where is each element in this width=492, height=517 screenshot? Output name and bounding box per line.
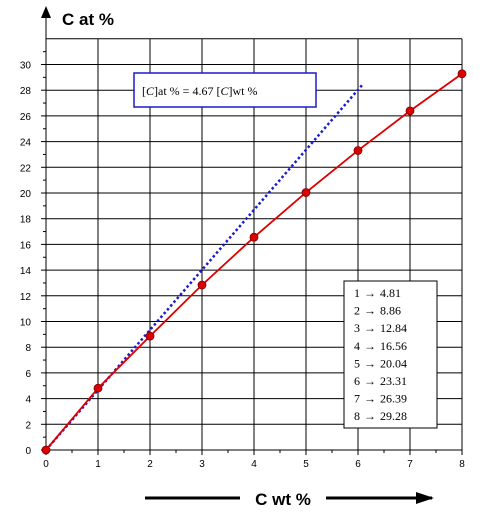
table-cell-val: 20.04	[380, 356, 407, 370]
y-tick-label: 30	[20, 61, 32, 72]
table-row: 7 → 26.39	[354, 392, 407, 406]
table-cell-n: 1	[354, 286, 360, 300]
table-row: 4 → 16.56	[354, 339, 407, 353]
x-tick-label: 8	[459, 459, 465, 470]
table-cell-arrow: →	[364, 304, 376, 318]
data-point	[249, 232, 259, 242]
formula-text: [C]at % = 4.67 [C]wt %	[142, 84, 257, 98]
table-cell-n: 5	[354, 356, 360, 370]
table-cell-arrow: →	[364, 356, 376, 370]
y-tick-label: 0	[25, 446, 31, 457]
table-cell-arrow: →	[364, 409, 376, 423]
table-cell-val: 8.86	[380, 304, 401, 318]
data-point	[405, 106, 415, 116]
y-tick-label: 22	[20, 163, 32, 174]
y-tick-label: 14	[20, 266, 32, 277]
y-tick-label: 4	[25, 395, 31, 406]
y-tick-label: 6	[25, 369, 31, 380]
data-point	[353, 146, 363, 155]
data-point	[301, 188, 311, 197]
table-cell-n: 2	[354, 304, 360, 318]
y-axis-arrow-icon	[41, 6, 51, 18]
table-cell-val: 23.31	[380, 374, 407, 388]
formula-box	[133, 72, 317, 108]
x-tick-label: 7	[407, 459, 413, 470]
x-tick-label: 3	[199, 459, 205, 470]
table-cell-n: 8	[354, 409, 360, 423]
x-axis-title-bg	[240, 486, 326, 510]
table-cell-n: 6	[354, 374, 360, 388]
values-table: 1 → 4.81 2 → 8.86 3 → 12.84 4 → 16.56 5 → 20.04 6 → 23.31…	[354, 286, 407, 423]
table-row: 2 → 8.86	[354, 304, 401, 318]
table-cell-arrow: →	[364, 339, 376, 353]
data-point	[41, 445, 51, 455]
table-cell-arrow: →	[364, 392, 376, 406]
table-cell-arrow: →	[364, 286, 376, 300]
table-cell-n: 4	[354, 339, 360, 353]
table-cell-val: 26.39	[380, 392, 407, 406]
table-cell-val: 29.28	[380, 409, 407, 423]
table-cell-arrow: →	[364, 321, 376, 335]
x-tick-label: 5	[303, 459, 309, 470]
y-tick-label: 24	[20, 138, 32, 149]
y-axis-title: C at %	[62, 10, 114, 29]
x-tick-label: 0	[43, 459, 49, 470]
table-cell-n: 7	[354, 392, 360, 406]
x-tick-label: 1	[95, 459, 101, 470]
table-row: 3 → 12.84	[354, 321, 407, 335]
y-tick-label: 26	[20, 112, 32, 123]
x-tick-label: 4	[251, 459, 257, 470]
data-point	[93, 383, 103, 393]
y-tick-label: 2	[25, 420, 31, 431]
data-point	[457, 69, 467, 79]
table-row: 1 → 4.81	[354, 286, 401, 300]
table-cell-val: 12.84	[380, 321, 407, 335]
table-cell-val: 16.56	[380, 339, 407, 353]
table-cell-val: 4.81	[380, 286, 401, 300]
data-point	[197, 280, 207, 290]
y-tick-label: 20	[20, 189, 32, 200]
y-tick-label: 8	[25, 343, 31, 354]
y-tick-label: 10	[20, 318, 32, 329]
y-tick-label: 12	[20, 292, 32, 303]
table-cell-arrow: →	[364, 374, 376, 388]
x-axis-title: C wt %	[255, 490, 311, 509]
x-tick-label: 2	[147, 459, 153, 470]
table-cell-n: 3	[354, 321, 360, 335]
data-point	[145, 331, 155, 341]
table-row: 6 → 23.31	[354, 374, 407, 388]
table-row: 8 → 29.28	[354, 409, 407, 423]
y-tick-label: 18	[20, 215, 32, 226]
x-tick-label: 6	[355, 459, 361, 470]
y-tick-label: 28	[20, 86, 32, 97]
table-row: 5 → 20.04	[354, 356, 407, 370]
series-line-reference	[45, 82, 365, 451]
values-table-box	[343, 280, 438, 429]
y-tick-label: 16	[20, 240, 32, 251]
series-layer	[41, 69, 467, 455]
